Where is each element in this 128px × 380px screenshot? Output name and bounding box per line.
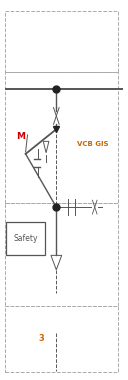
Text: Safety: Safety bbox=[13, 234, 38, 243]
Bar bbox=[6, 222, 45, 255]
Bar bbox=[5, 11, 118, 72]
Bar bbox=[5, 72, 118, 203]
Bar bbox=[5, 306, 118, 372]
Text: VCB GIS: VCB GIS bbox=[77, 141, 108, 147]
Text: 3: 3 bbox=[38, 334, 44, 343]
Text: M: M bbox=[16, 132, 25, 141]
Bar bbox=[5, 203, 118, 306]
